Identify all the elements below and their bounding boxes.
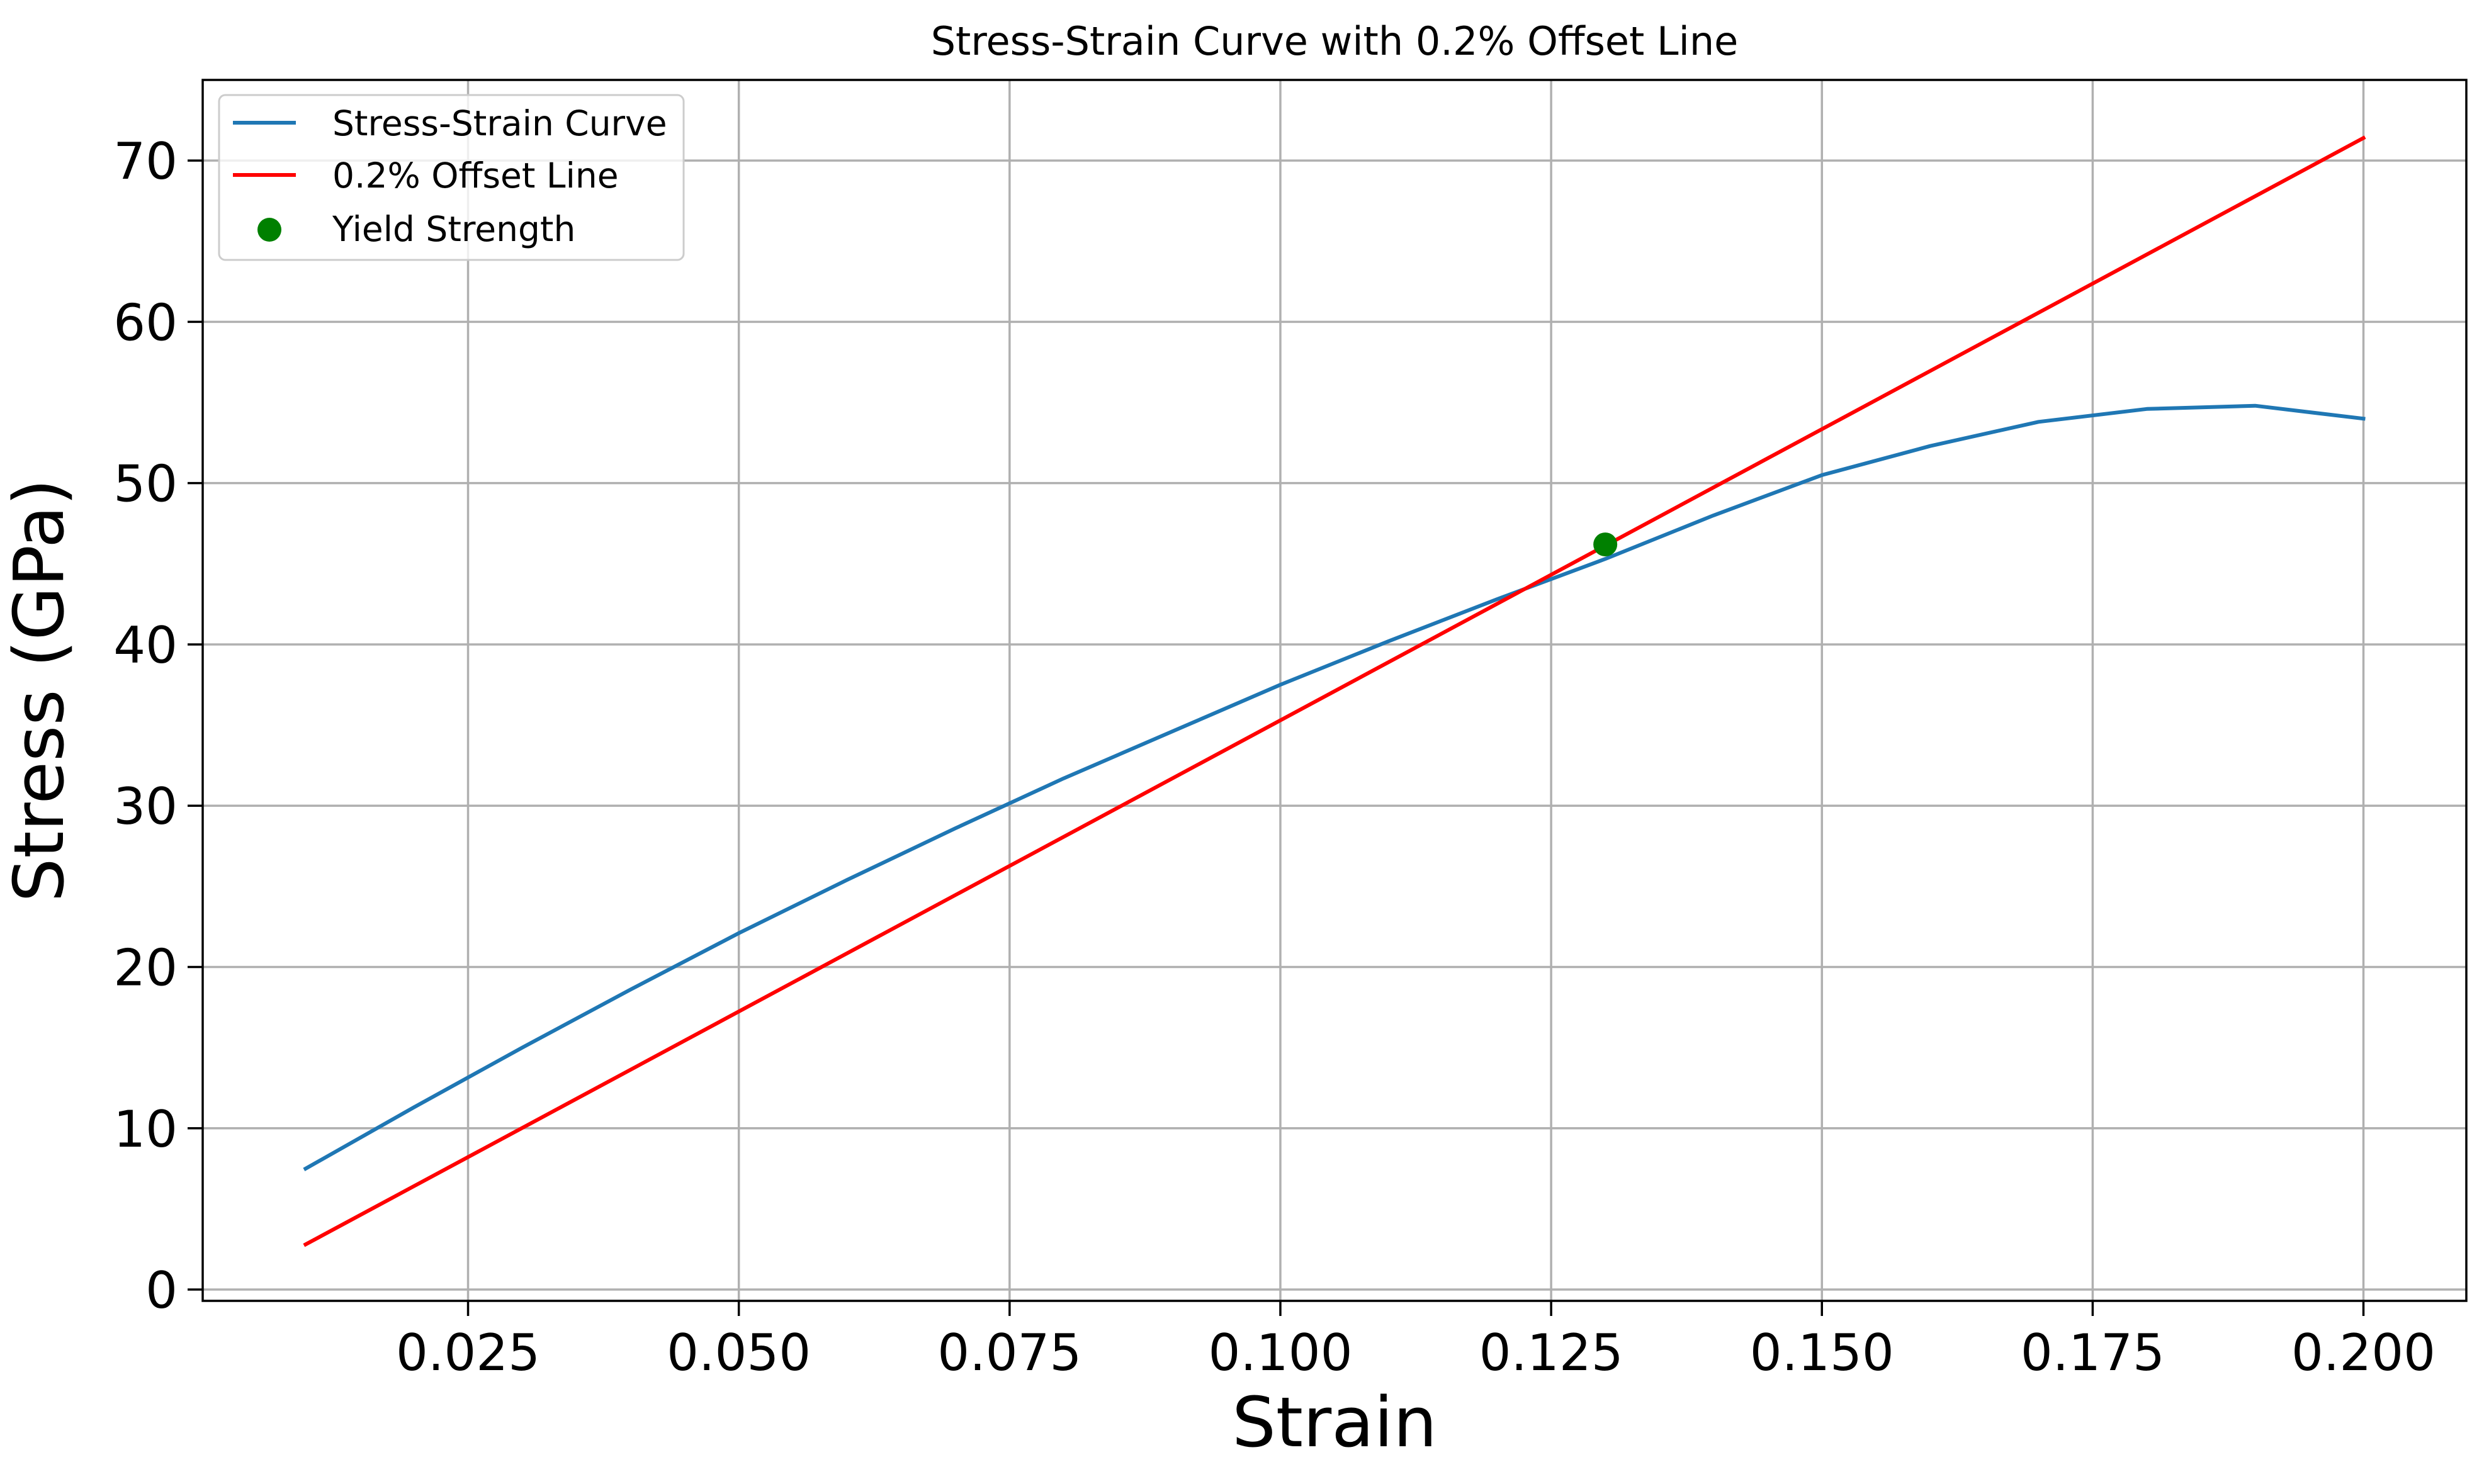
axes-frame: [201, 79, 2468, 1302]
x-tick-label: 0.100: [1208, 1324, 1352, 1382]
series-line-offset: [303, 135, 2366, 1247]
y-axis-ticks: 0 10 20 30 40 50 60 70: [113, 132, 203, 1320]
y-tick-label: 60: [113, 293, 178, 352]
y-tick-label: 20: [113, 939, 178, 998]
x-tick-label: 0.075: [937, 1324, 1081, 1382]
y-axis-label: Stress (GPa): [0, 479, 79, 902]
y-tick-label: 40: [113, 616, 178, 675]
legend-swatch-yield-strength: [257, 218, 281, 242]
chart-title: Stress-Strain Curve with 0.2% Offset Lin…: [931, 18, 1739, 64]
x-tick-label: 0.175: [2021, 1324, 2165, 1382]
legend-box: [218, 94, 685, 261]
y-tick-label: 70: [113, 132, 178, 191]
legend: Stress-Strain Curve 0.2% Offset Line Yie…: [218, 94, 685, 261]
legend-label-offset-line: 0.2% Offset Line: [332, 155, 619, 196]
plot-area: [303, 135, 2366, 1247]
y-tick-label: 10: [113, 1100, 178, 1159]
y-tick-label: 30: [113, 777, 178, 836]
series-line-stress-strain: [303, 403, 2366, 1171]
y-tick-label: 0: [145, 1261, 178, 1320]
grid-lines: [203, 80, 2466, 1301]
y-tick-label: 50: [113, 455, 178, 514]
x-axis-label: Strain: [1232, 1382, 1437, 1463]
legend-label-stress-strain: Stress-Strain Curve: [332, 103, 667, 143]
x-tick-label: 0.200: [2291, 1324, 2435, 1382]
x-tick-label: 0.050: [667, 1324, 811, 1382]
x-axis-ticks: 0.025 0.050 0.075 0.100 0.125 0.150 0.175 0.200: [396, 1301, 2435, 1382]
x-tick-label: 0.125: [1479, 1324, 1623, 1382]
series-point-yield-strength: [1593, 532, 1618, 557]
legend-label-yield-strength: Yield Strength: [332, 209, 575, 249]
x-tick-label: 0.025: [396, 1324, 540, 1382]
x-tick-label: 0.150: [1750, 1324, 1894, 1382]
